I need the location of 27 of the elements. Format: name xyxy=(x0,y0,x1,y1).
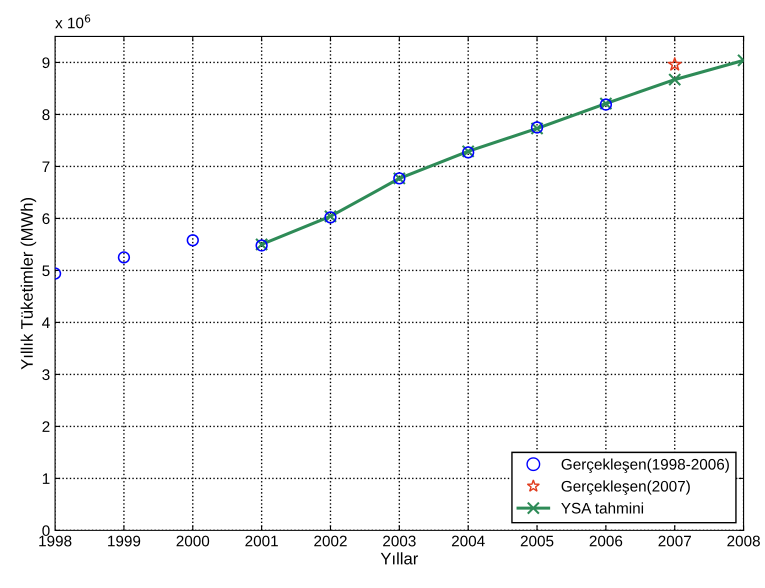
y-tick-label: 2 xyxy=(42,421,50,432)
x-tick-label: 2008 xyxy=(727,536,760,546)
x-tick-label: 2004 xyxy=(452,536,485,546)
y-axis-title: Yıllık Tüketimler (MWh) xyxy=(20,198,36,370)
y-tick-label: 1 xyxy=(42,473,50,484)
y-tick-label: 3 xyxy=(42,369,50,380)
y-tick-label: 6 xyxy=(42,213,50,224)
x-tick-label: 2000 xyxy=(176,536,210,546)
legend-label: YSA tahmini xyxy=(561,502,644,514)
y-tick-label: 0 xyxy=(42,525,50,536)
x-tick-label: 1999 xyxy=(108,536,140,546)
x-tick-label: 2003 xyxy=(383,536,416,546)
legend-label: Gerçekleşen(1998-2006) xyxy=(562,458,729,473)
x-tick-label: 1998 xyxy=(39,536,72,546)
y-tick-label: 5 xyxy=(42,265,50,276)
y-tick-label: 4 xyxy=(42,317,50,328)
x-tick-label: 2006 xyxy=(590,536,622,546)
x-tick-label: 2002 xyxy=(314,536,347,546)
x-tick-label: 2001 xyxy=(245,536,278,546)
x-tick-label: 2005 xyxy=(520,536,554,546)
y-tick-label: 8 xyxy=(42,109,50,120)
legend-label: Gerçekleşen(2007) xyxy=(562,480,690,495)
y-tick-label: 9 xyxy=(42,57,50,68)
x-tick-label: 2007 xyxy=(658,536,691,546)
text: x 10$^{6}$ xyxy=(55,14,90,28)
x-axis-title: Yıllar xyxy=(380,552,418,564)
y-tick-label: 7 xyxy=(42,161,50,172)
